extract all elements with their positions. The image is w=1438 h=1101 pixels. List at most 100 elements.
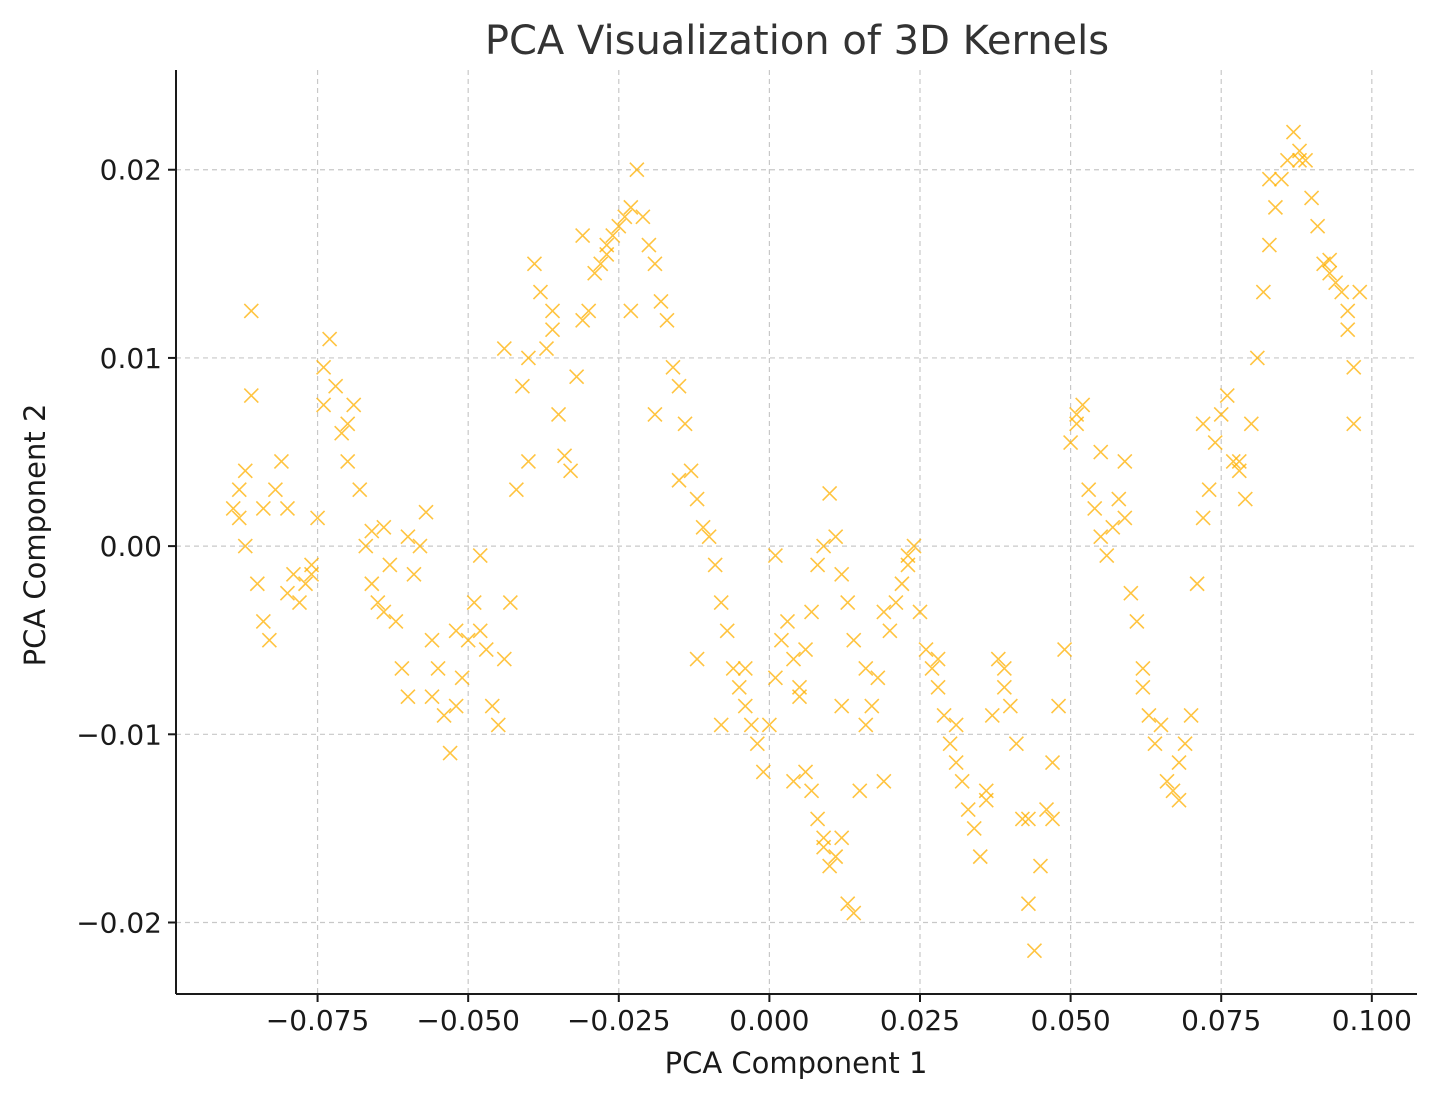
scatter-point: [1087, 500, 1103, 517]
scatter-point: [316, 397, 332, 413]
scatter-point: [575, 228, 591, 244]
scatter-point: [526, 256, 543, 272]
scatter-point: [828, 849, 844, 865]
scatter-point: [297, 576, 314, 592]
scatter-point: [822, 858, 838, 874]
scatter-point: [406, 566, 422, 582]
scatter-point: [942, 736, 958, 752]
scatter-point: [755, 764, 771, 780]
scatter-point: [400, 529, 416, 545]
scatter-point: [310, 510, 326, 526]
scatter-point: [1243, 416, 1259, 432]
scatter-point: [418, 504, 434, 520]
scatter-point: [623, 199, 639, 215]
scatter-point: [1069, 416, 1085, 432]
scatter-point: [231, 510, 247, 526]
scatter-point: [285, 566, 302, 582]
scatter-point: [623, 303, 639, 319]
scatter-point: [647, 406, 663, 422]
scatter-point: [478, 642, 494, 658]
scatter-point: [1346, 416, 1362, 432]
scatter-point: [291, 595, 308, 611]
scatter-point: [906, 538, 922, 554]
scatter-point: [689, 651, 705, 667]
scatter-point: [1093, 529, 1109, 545]
scatter-point: [972, 849, 988, 865]
scatter-point: [490, 717, 506, 733]
scatter-point: [1225, 453, 1241, 469]
y-tick-label: 0.00: [100, 530, 162, 563]
scatter-point: [1322, 252, 1338, 268]
scatter-point: [496, 651, 512, 667]
scatter-point: [279, 500, 296, 517]
scatter-point: [948, 717, 964, 733]
scatter-point: [864, 698, 880, 714]
scatter-point: [538, 340, 555, 357]
scatter-point: [1346, 359, 1362, 375]
scatter-point: [984, 707, 1000, 724]
scatter-point: [1261, 171, 1277, 187]
scatter-point: [1057, 642, 1073, 658]
scatter-point: [1334, 284, 1350, 300]
scatter-point: [683, 463, 699, 479]
scatter-point: [1297, 152, 1314, 168]
scatter-point: [1171, 792, 1187, 808]
scatter-point: [1183, 707, 1199, 724]
scatter-point: [803, 783, 820, 799]
scatter-point: [1189, 576, 1205, 592]
x-tick-label: −0.075: [266, 1004, 370, 1037]
scatter-point: [1141, 707, 1157, 724]
scatter-point: [1171, 754, 1187, 771]
scatter-point: [1328, 275, 1344, 291]
scatter-point: [1020, 896, 1036, 912]
scatter-point: [1237, 491, 1253, 507]
scatter-point: [797, 764, 814, 780]
scatter-point: [665, 359, 681, 375]
scatter-point: [370, 595, 386, 611]
scatter-point: [954, 773, 970, 789]
scatter-point: [544, 322, 561, 338]
scatter-point: [1207, 435, 1223, 451]
scatter-point: [1249, 350, 1265, 366]
scatter-point: [677, 416, 693, 432]
scatter-point: [653, 293, 669, 310]
scatter-point: [466, 595, 482, 611]
scatter-point: [1044, 811, 1061, 827]
scatter-point: [737, 698, 753, 714]
scatter-point: [249, 576, 265, 592]
x-tick-label: 0.000: [729, 1004, 809, 1037]
scatter-point: [996, 660, 1012, 677]
scatter-point: [1014, 811, 1030, 827]
scatter-point: [1201, 482, 1217, 498]
scatter-point: [1147, 736, 1163, 752]
scatter-point: [671, 378, 687, 394]
scatter-point: [599, 246, 615, 262]
scatter-point: [514, 378, 530, 394]
scatter-point: [918, 642, 934, 658]
scatter-point: [520, 453, 536, 469]
scatter-point: [773, 632, 790, 648]
scatter-point: [322, 331, 338, 347]
scatter-point: [563, 463, 579, 479]
scatter-point: [840, 896, 856, 912]
scatter-point: [930, 679, 946, 695]
scatter-point: [822, 485, 838, 501]
scatter-point: [810, 811, 826, 827]
scatter-point: [713, 595, 729, 611]
scatter-point: [358, 538, 374, 554]
scatter-point: [659, 312, 675, 328]
scatter-point: [1159, 773, 1175, 789]
scatter-point: [412, 538, 428, 554]
scatter-point: [611, 218, 627, 234]
scatter-point: [852, 783, 868, 799]
scatter-point: [846, 632, 862, 648]
scatter-point: [448, 623, 464, 639]
scatter-point: [948, 754, 964, 771]
scatter-point: [828, 529, 844, 545]
scatter-point: [990, 651, 1006, 667]
scatter-point: [1105, 519, 1121, 535]
scatter-point: [442, 745, 458, 761]
y-tick-label: 0.01: [100, 342, 162, 375]
scatter-point: [1063, 435, 1079, 451]
